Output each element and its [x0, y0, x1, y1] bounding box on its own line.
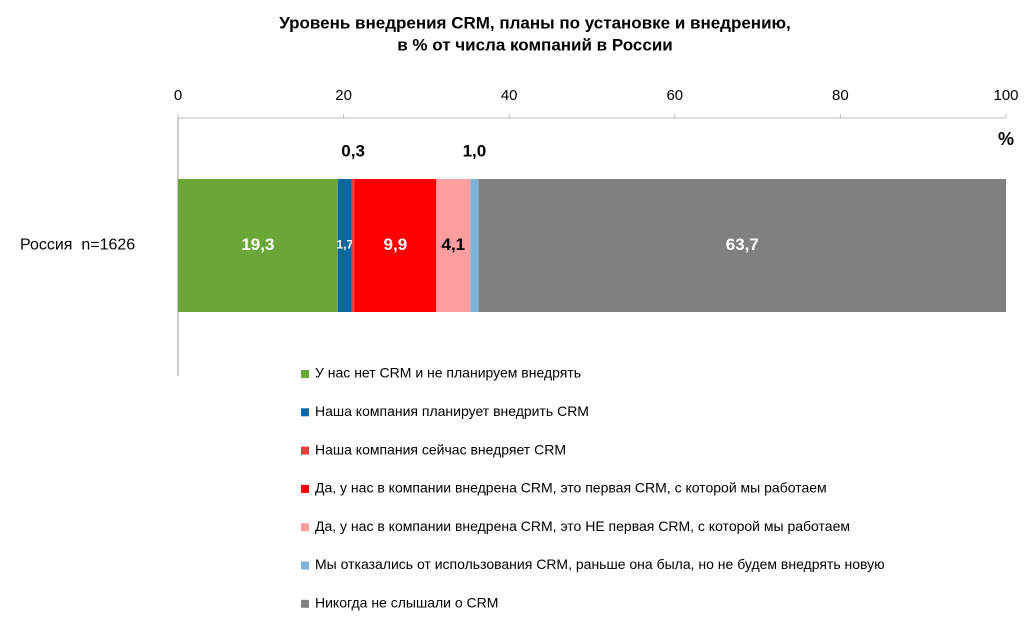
x-tick-label: 20 — [335, 87, 352, 104]
legend-swatch — [301, 446, 309, 455]
x-tick-label: 0 — [174, 87, 182, 104]
bar-segment — [351, 179, 355, 312]
legend-label: У нас нет CRM и не планируем внедрять — [315, 365, 581, 381]
x-axis-label: % — [998, 129, 1014, 149]
data-label: 63,7 — [726, 235, 759, 254]
legend-label: Да, у нас в компании внедрена CRM, это Н… — [315, 518, 850, 534]
data-label: 1,0 — [463, 141, 487, 160]
legend-label: Наша компания планирует внедрить CRM — [315, 403, 589, 419]
legend-label: Наша компания сейчас внедряет CRM — [315, 441, 566, 457]
bar-segment — [354, 179, 437, 312]
bar-segment — [478, 179, 1007, 312]
x-tick-label: 40 — [501, 87, 518, 104]
data-label: 4,1 — [441, 235, 465, 254]
bar-segment — [436, 179, 471, 312]
legend-label: Мы отказались от использования CRM, рань… — [315, 556, 885, 572]
legend-swatch — [301, 370, 309, 378]
bar-segment — [337, 179, 352, 312]
data-label: 1,7 — [336, 238, 353, 252]
bar-segment — [470, 179, 479, 312]
legend-label: Да, у нас в компании внедрена CRM, это п… — [315, 480, 827, 496]
data-label: 19,3 — [241, 235, 274, 254]
legend-swatch — [301, 599, 309, 608]
data-label: 0,3 — [341, 141, 365, 160]
chart-title: Уровень внедрения CRM, планы по установк… — [279, 13, 791, 32]
chart-title: в % от числа компаний в России — [397, 35, 672, 54]
legend-label: Никогда не слышали о CRM — [315, 595, 498, 611]
x-tick-label: 80 — [832, 87, 849, 104]
data-label: 9,9 — [384, 235, 408, 254]
y-tick-label: Россия n=1626 — [20, 237, 135, 254]
bar-segment — [178, 179, 338, 312]
legend-swatch — [301, 408, 309, 417]
legend-swatch — [301, 523, 309, 532]
legend-swatch — [301, 484, 309, 493]
x-tick-label: 100 — [993, 87, 1018, 104]
x-tick-label: 60 — [666, 87, 683, 104]
legend-swatch — [301, 561, 309, 570]
